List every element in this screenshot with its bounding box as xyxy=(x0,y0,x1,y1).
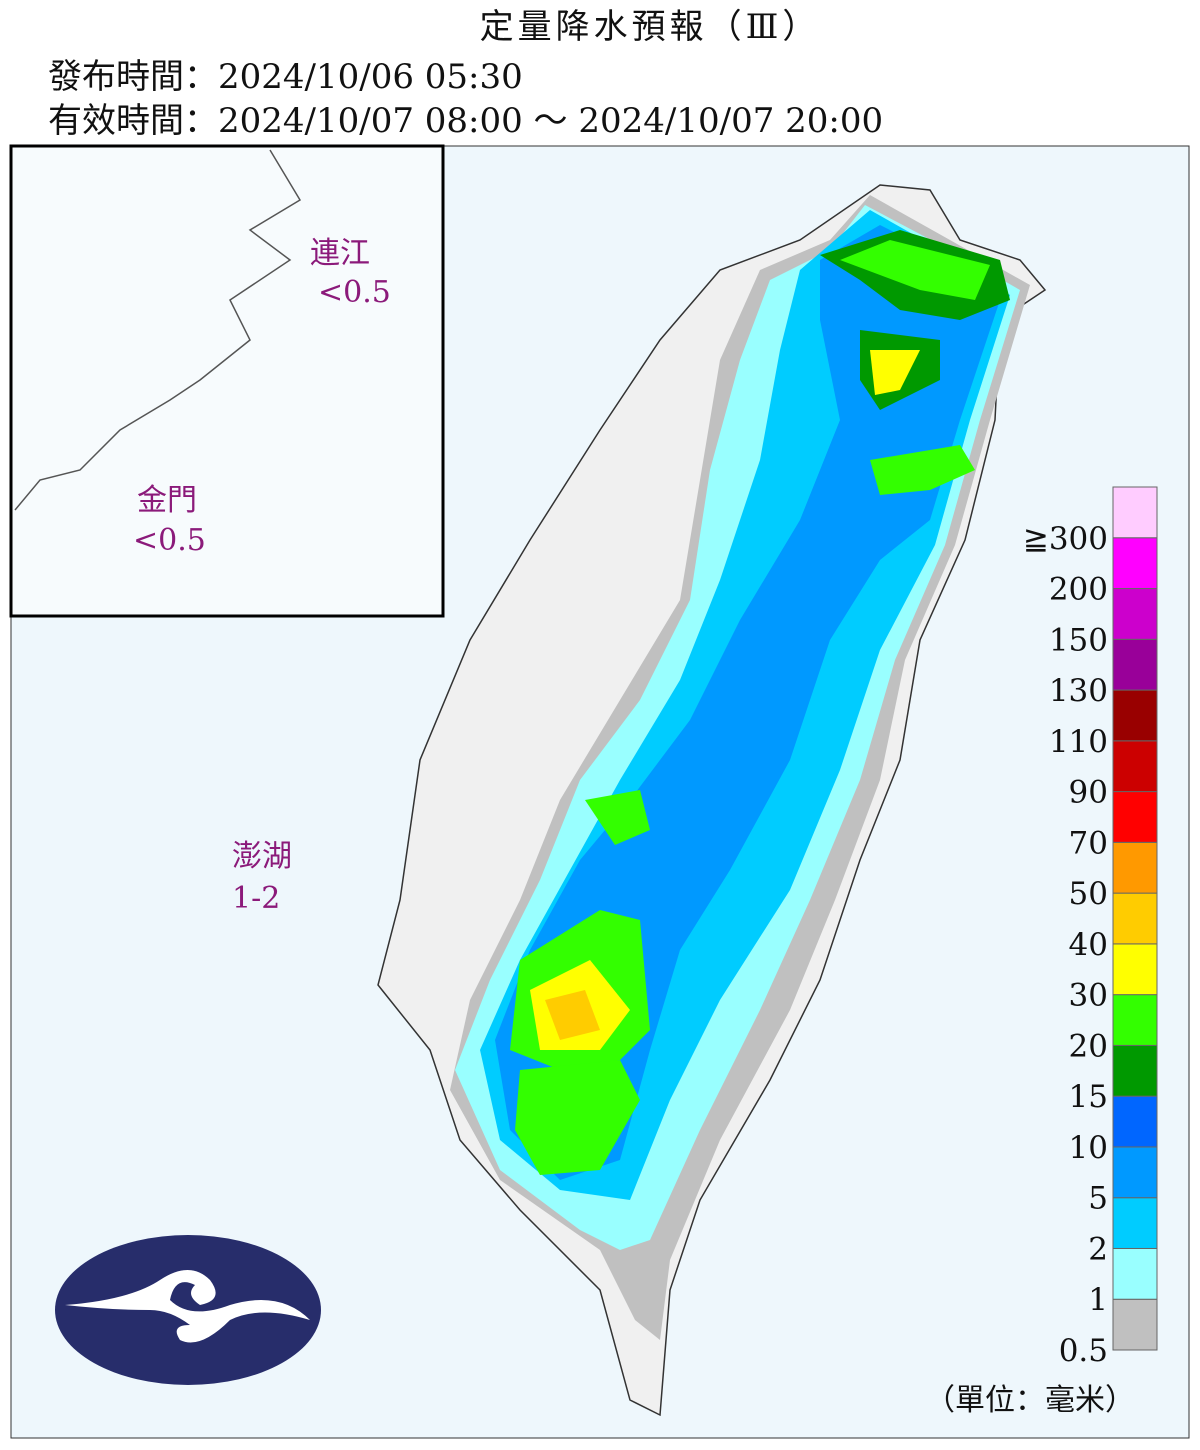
legend-label: 30 xyxy=(1069,978,1108,1014)
legend-swatch xyxy=(1112,1095,1158,1148)
region-value: <0.5 xyxy=(133,523,206,558)
legend-label: 15 xyxy=(1069,1079,1108,1115)
legend-swatch xyxy=(1112,638,1158,691)
legend-swatch xyxy=(1112,1247,1158,1300)
legend-label: 110 xyxy=(1049,724,1108,760)
taiwan xyxy=(377,184,1047,1417)
region-value: <0.5 xyxy=(318,275,391,310)
legend-swatch xyxy=(1112,841,1158,894)
legend-swatch xyxy=(1112,994,1158,1046)
legend-label: 20 xyxy=(1069,1028,1108,1064)
region-name: 金門 xyxy=(137,483,197,518)
legend-swatch xyxy=(1112,689,1158,742)
legend-label: 5 xyxy=(1088,1181,1108,1217)
valid-time: 有效時間：2024/10/07 08:00 ～ 2024/10/07 20:00 xyxy=(48,101,883,141)
region-value: 1-2 xyxy=(232,881,280,916)
logo xyxy=(55,1235,321,1385)
legend-label: 90 xyxy=(1069,775,1108,811)
legend-label: 70 xyxy=(1069,825,1108,861)
unit-label: （單位：毫米） xyxy=(925,1383,1135,1418)
legend-swatch xyxy=(1112,740,1158,793)
legend-swatch xyxy=(1112,1044,1158,1097)
legend: 0.5 1 2 5 10 15 20 30 40 50 70 90 110 130 150 200 ≧300 xyxy=(1023,486,1158,1369)
region-name: 澎湖 xyxy=(232,839,292,874)
legend-swatch xyxy=(1112,537,1158,590)
legend-swatch xyxy=(1112,943,1158,996)
legend-swatch xyxy=(1112,588,1158,640)
legend-label: 40 xyxy=(1069,927,1108,963)
title: 定量降水預報（Ⅲ） xyxy=(480,7,821,47)
china-coast xyxy=(14,149,302,511)
legend-label: 150 xyxy=(1049,622,1108,658)
legend-label: ≧300 xyxy=(1023,521,1108,557)
legend-label: 200 xyxy=(1049,572,1108,608)
legend-label: 50 xyxy=(1069,876,1108,912)
legend-swatch xyxy=(1112,1146,1158,1199)
legend-swatch xyxy=(1112,791,1158,843)
legend-label: 1 xyxy=(1088,1282,1108,1318)
legend-label: 10 xyxy=(1069,1130,1108,1166)
region-name: 連江 xyxy=(310,236,370,271)
issued-time: 發布時間：2024/10/06 05:30 xyxy=(48,57,523,97)
legend-label: 2 xyxy=(1088,1231,1108,1267)
legend-swatch xyxy=(1112,486,1158,539)
legend-label: 0.5 xyxy=(1059,1333,1108,1369)
legend-swatch xyxy=(1112,892,1158,945)
legend-swatch xyxy=(1112,1298,1158,1351)
legend-swatch xyxy=(1112,1197,1158,1249)
legend-label: 130 xyxy=(1049,673,1108,709)
inset-box xyxy=(9,144,445,618)
